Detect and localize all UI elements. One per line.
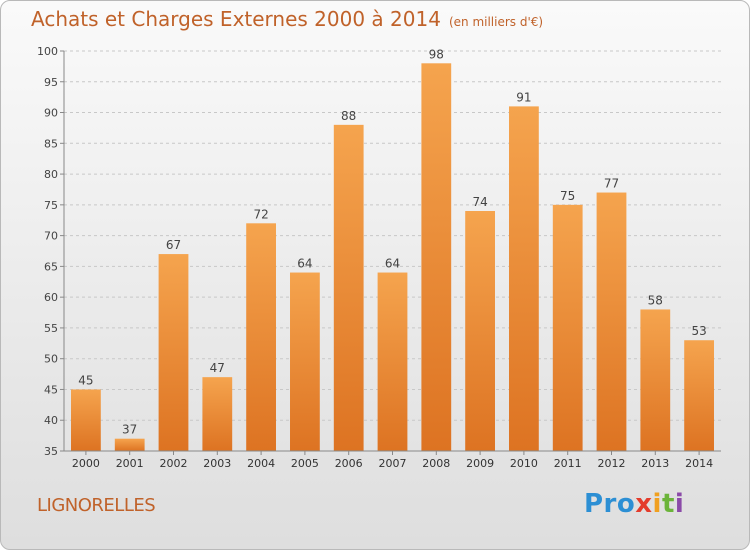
y-tick-label: 100 [37,45,58,58]
data-label: 64 [297,257,312,271]
data-label: 37 [122,423,137,437]
data-label: 64 [385,257,400,271]
y-tick-label: 45 [44,383,58,396]
bar [509,106,539,451]
x-tick-label: 2003 [203,457,231,470]
bar-layer: 45 37 67 47 72 64 88 64 98 74 91 75 77 58 53 [71,47,714,452]
x-tick-label: 2005 [291,457,319,470]
bar [596,192,627,452]
data-label: 58 [648,293,663,307]
chart-title: Achats et Charges Externes 2000 à 2014 (e… [31,7,543,31]
bar [290,272,320,451]
logo-part-1: Pro [584,489,636,519]
data-label: 47 [210,361,225,375]
data-label: 67 [166,238,181,252]
bar [640,309,671,451]
proxiti-logo: Proxiti [584,489,684,519]
bar [377,272,408,451]
x-tick-label: 2007 [379,457,407,470]
title-text: Achats et Charges Externes 2000 à 2014 [31,7,441,31]
bar [421,63,452,452]
y-tick-label: 50 [44,353,58,366]
y-tick-label: 75 [44,199,58,212]
bar-chart: 45 37 67 47 72 64 88 64 98 74 91 75 77 58 53 35 40 45 50 5… [37,45,721,470]
x-tick-label: 2004 [247,457,275,470]
data-label: 45 [78,373,93,387]
logo-part-5: i [674,489,685,519]
y-tick-label: 90 [44,107,58,120]
data-label: 91 [516,90,531,104]
x-tick-label: 2006 [335,457,363,470]
data-label: 88 [341,109,356,123]
bar [71,389,101,451]
y-tick-label: 40 [44,414,58,427]
data-label: 74 [472,195,487,209]
x-tick-label: 2010 [510,457,538,470]
data-label: 98 [429,47,444,61]
y-tick-label: 35 [44,445,58,458]
bar [552,204,583,451]
data-label: 75 [560,189,575,203]
y-tick-label: 95 [44,76,58,89]
y-tick-label: 65 [44,260,58,273]
data-label: 77 [604,177,619,191]
x-tick-label: 2011 [554,457,582,470]
town-name: LIGNORELLES [37,495,156,516]
bar [158,254,189,451]
data-label: 53 [691,324,706,338]
chart-subtitle: (en milliers d'€) [448,15,544,29]
x-tick-label: 2002 [160,457,188,470]
data-label: 72 [253,207,268,221]
x-tick-label: 2001 [116,457,144,470]
logo-part-4: t [661,489,675,519]
y-tick-label: 80 [44,168,58,181]
y-tick-label: 85 [44,137,58,150]
x-tick-label: 2014 [685,457,713,470]
bar [684,340,714,451]
x-tick-label: 2012 [598,457,626,470]
bar [202,377,233,451]
axis-layer: 35 40 45 50 55 60 65 70 75 80 85 90 95 100 2000 2001 200… [37,45,721,470]
bar [114,438,145,451]
x-tick-label: 2008 [422,457,450,470]
y-tick-label: 70 [44,230,58,243]
x-tick-label: 2013 [641,457,669,470]
bar [246,223,276,451]
logo-part-3: i [652,489,662,519]
y-tick-label: 55 [44,322,58,335]
bar [333,124,364,451]
logo-part-2: x [635,489,653,519]
x-tick-label: 2009 [466,457,494,470]
bar [465,211,495,451]
y-tick-label: 60 [44,291,58,304]
x-tick-label: 2000 [72,457,100,470]
